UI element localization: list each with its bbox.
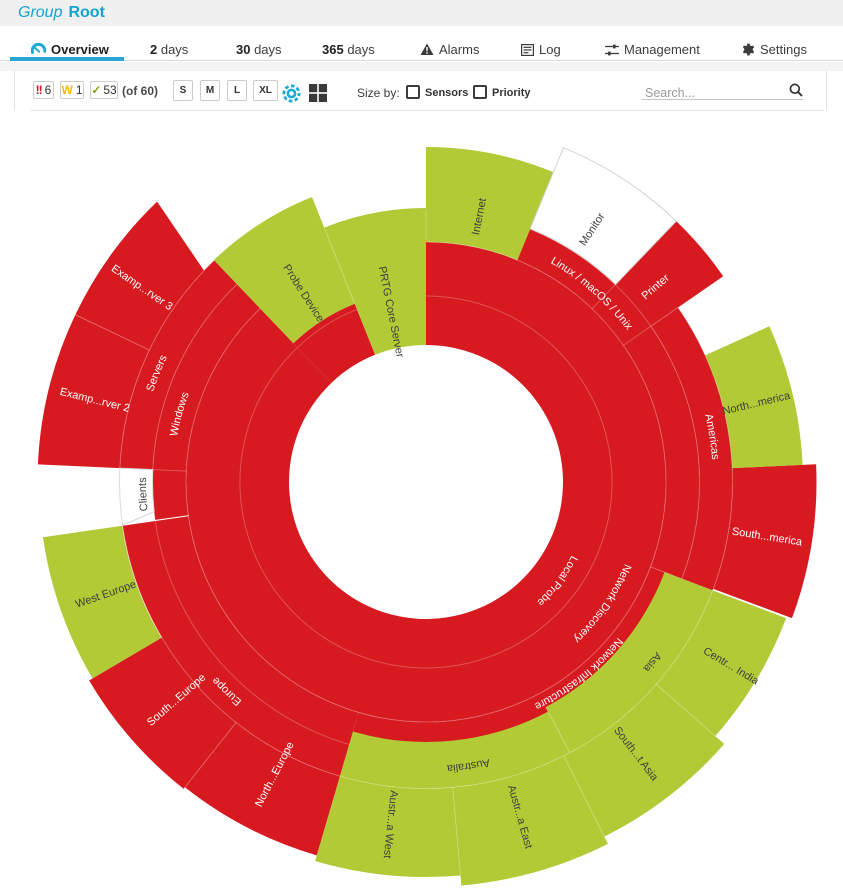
svg-text:Clients: Clients — [137, 477, 150, 512]
